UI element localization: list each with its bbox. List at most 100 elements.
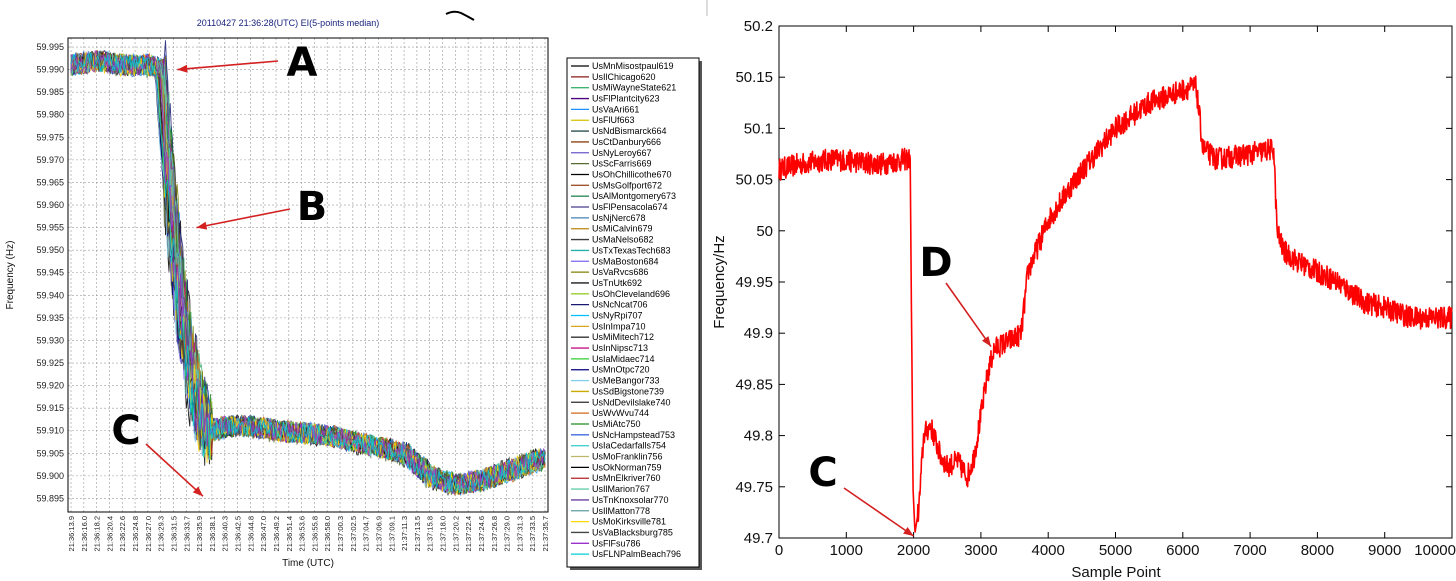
legend-entry: UsMnOtpc720 [571, 365, 650, 375]
legend-label: UsIaMidaec714 [592, 354, 655, 364]
right-x-tick-label: 7000 [1233, 542, 1266, 559]
right-x-axis-label: Sample Point [1071, 564, 1161, 581]
left-annotation-arrow [145, 443, 204, 497]
legend-entry: UsAlMontgomery673 [571, 191, 676, 201]
right-x-ticks: 0 1000 2000 3000 4000 5000 6000 7000 8000 9000 100… [775, 26, 1456, 559]
left-x-tick-label: 21:37:06.9 [374, 516, 383, 551]
legend-entry: UsInNipsc713 [571, 343, 648, 353]
legend-label: UsFlPensacola674 [592, 202, 668, 212]
right-y-tick-label: 49.75 [735, 479, 773, 496]
legend-entry: UsScFarris669 [571, 159, 652, 169]
right-annotations: DC [808, 240, 992, 537]
legend-entry: UsSdBigstone739 [571, 386, 664, 396]
legend-label: UsMiAtc750 [592, 419, 641, 429]
legend-label: UsFlFsu786 [592, 538, 641, 548]
left-y-axis-label: Frequency (Hz) [5, 241, 16, 310]
legend-label: UsInNipsc713 [592, 343, 648, 353]
legend-entry: UsMaBoston684 [571, 256, 659, 266]
legend-entry: UsNcNcat706 [571, 300, 648, 310]
left-annotation-label: C [111, 408, 140, 454]
left-x-tick-label: 21:36:16.0 [80, 516, 89, 551]
left-x-tick-label: 21:36:29.3 [157, 516, 166, 551]
legend-label: UsOhChillicothe670 [592, 169, 672, 179]
left-x-tick-label: 21:36:53.6 [298, 516, 307, 551]
left-y-tick-label: 59.895 [36, 493, 64, 503]
legend-label: UsInImpa710 [592, 321, 646, 331]
legend-entry: UsMiCalvin679 [571, 224, 653, 234]
left-y-tick-label: 59.920 [36, 381, 64, 391]
right-y-tick-label: 50.05 [735, 172, 773, 189]
right-frequency-chart: 50.2 50.15 50.1 50.05 50 49.95 49.9 49.85 49.8 49… [706, 0, 1456, 581]
left-x-tick-label: 21:37:02.5 [349, 516, 358, 551]
left-x-tick-label: 21:36:42.5 [234, 516, 243, 551]
legend-entry: UsInImpa710 [571, 321, 646, 331]
right-x-tick-label: 9000 [1368, 542, 1401, 559]
legend-entry: UsNyRpi707 [571, 311, 643, 321]
left-y-tick-label: 59.975 [36, 132, 64, 142]
right-y-tick-label: 50.15 [735, 69, 773, 86]
left-y-tick-label: 59.945 [36, 268, 64, 278]
right-y-tick-label: 49.95 [735, 274, 773, 291]
legend-label: UsOkNorman759 [592, 462, 662, 472]
legend-entry: UsNyLeroy667 [571, 148, 652, 158]
legend-label: UsMsGolfport672 [592, 180, 662, 190]
legend-entry: UsTnKnoxsolar770 [571, 495, 669, 505]
legend-entry: UsMnMisostpaul619 [571, 61, 674, 71]
legend-label: UsMeBangor733 [592, 376, 660, 386]
left-x-tick-label: 21:36:40.3 [221, 516, 230, 551]
legend-entry: UsVaAri661 [571, 104, 639, 114]
left-annotations: A B C [111, 40, 328, 497]
legend-label: UsVaAri661 [592, 104, 639, 114]
legend-label: UsMiWayneState621 [592, 83, 676, 93]
left-header-scribble [445, 10, 475, 21]
left-plot-grid [68, 38, 548, 512]
legend-entry: UsMiWayneState621 [571, 83, 676, 93]
left-y-tick-label: 59.915 [36, 403, 64, 413]
right-x-tick-label: 2000 [897, 542, 930, 559]
right-y-axis-label: Frequency/Hz [711, 235, 728, 328]
right-y-ticks: 50.2 50.15 50.1 50.05 50 49.95 49.9 49.85 49.8 49… [735, 18, 1452, 547]
legend-label: UsIlMatton778 [592, 506, 650, 516]
right-x-tick-label: 6000 [1166, 542, 1199, 559]
legend-label: UsCtDanbury666 [592, 137, 661, 147]
left-x-tick-label: 21:36:49.2 [272, 516, 281, 551]
legend-entry: UsIaCedarfalls754 [571, 441, 666, 451]
right-x-tick-label: 4000 [1032, 542, 1065, 559]
legend-entry: UsFlPensacola674 [571, 202, 668, 212]
left-annotation-label: B [297, 184, 328, 230]
legend-entry: UsMsGolfport672 [571, 180, 662, 190]
left-y-tick-label: 59.925 [36, 358, 64, 368]
left-x-tick-label: 21:36:38.1 [208, 516, 217, 551]
legend-entry: UsVaRvcs686 [571, 267, 648, 277]
right-x-tick-label: 0 [775, 542, 783, 559]
legend-entry: UsFlFsu786 [571, 538, 641, 548]
left-y-tick-label: 59.950 [36, 245, 64, 255]
left-x-tick-label: 21:37:20.2 [451, 516, 460, 551]
left-x-tick-label: 21:37:09.1 [387, 516, 396, 551]
left-x-tick-label: 21:37:04.7 [362, 516, 371, 551]
legend-label: UsMiCalvin679 [592, 224, 653, 234]
left-x-tick-label: 21:37:15.8 [426, 516, 435, 551]
legend-label: UsOhCleveland696 [592, 289, 670, 299]
left-legend: UsMnMisostpaul619UsIlChicago620UsMiWayne… [566, 57, 702, 570]
legend-label: UsTxTexasTech683 [592, 245, 671, 255]
left-x-tick-label: 21:37:00.3 [336, 516, 345, 551]
left-x-tick-label: 21:37:31.3 [515, 516, 524, 551]
left-x-tick-label: 21:37:26.8 [490, 516, 499, 551]
legend-label: UsIlChicago620 [592, 72, 656, 82]
legend-label: UsNcHampstead753 [592, 430, 675, 440]
right-x-tick-label: 5000 [1099, 542, 1132, 559]
left-x-tick-label: 21:37:18.0 [439, 516, 448, 551]
left-x-tick-label: 21:36:55.8 [310, 516, 319, 551]
left-y-ticks: 59.995 59.990 59.985 59.980 59.975 59.970 59.9… [36, 42, 64, 503]
right-plot-area [778, 25, 1453, 539]
legend-label: UsFlPlantcity623 [592, 94, 660, 104]
left-x-tick-label: 21:37:29.0 [503, 516, 512, 551]
left-plot-area [67, 37, 549, 513]
left-x-tick-label: 21:37:33.5 [528, 516, 537, 551]
right-series-line [778, 75, 1453, 533]
legend-entry: UsMnElkriver760 [571, 473, 661, 483]
legend-entry: UsTnUtk692 [571, 278, 642, 288]
legend-entry: UsFLNPalmBeach796 [571, 549, 681, 559]
legend-label: UsMoKirksville781 [592, 517, 666, 527]
